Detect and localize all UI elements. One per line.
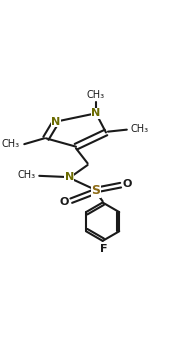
Text: F: F (100, 244, 107, 254)
Text: CH₃: CH₃ (17, 170, 35, 180)
Text: CH₃: CH₃ (87, 90, 105, 100)
Text: CH₃: CH₃ (2, 139, 20, 149)
Text: S: S (92, 184, 100, 197)
Text: N: N (91, 108, 101, 118)
Text: O: O (123, 179, 132, 189)
Text: O: O (60, 197, 69, 207)
Text: N: N (65, 173, 74, 182)
Text: CH₃: CH₃ (130, 124, 148, 134)
Text: N: N (51, 117, 61, 127)
